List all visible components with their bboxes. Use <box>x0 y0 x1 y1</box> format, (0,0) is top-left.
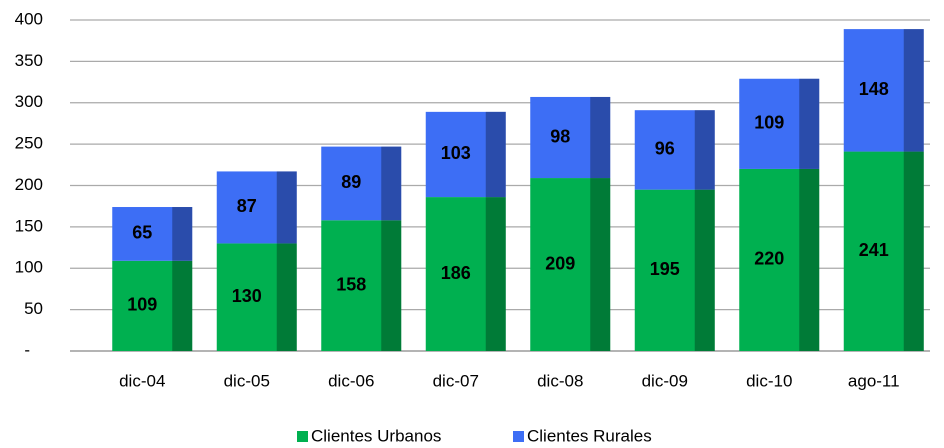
x-tick-label: dic-08 <box>537 371 583 390</box>
bar-side-shade <box>276 243 297 351</box>
bar-side-shade <box>903 151 924 351</box>
bar <box>634 110 715 190</box>
bar-side-shade <box>381 220 402 351</box>
y-tick-label: 350 <box>15 51 43 70</box>
value-label: 103 <box>441 143 471 163</box>
bar <box>425 197 506 351</box>
bar-side-shade <box>799 168 820 351</box>
value-label: 209 <box>545 253 575 273</box>
x-tick-label: dic-06 <box>328 371 374 390</box>
value-label: 109 <box>127 295 157 315</box>
value-label: 65 <box>132 223 152 243</box>
bar <box>530 178 611 351</box>
bar <box>216 243 297 351</box>
value-label: 148 <box>859 79 889 99</box>
bar <box>530 96 611 179</box>
bar-side-shade <box>172 260 193 351</box>
value-label: 186 <box>441 263 471 283</box>
bar <box>843 151 924 351</box>
value-label: 109 <box>754 113 784 133</box>
legend-swatch <box>513 431 524 442</box>
bar-side-shade <box>694 189 715 351</box>
value-label: 96 <box>655 139 675 159</box>
value-label: 130 <box>232 286 262 306</box>
y-tick-label: - <box>24 340 30 359</box>
value-label: 195 <box>650 259 680 279</box>
y-tick-label: 100 <box>15 258 43 277</box>
bar-side-shade <box>694 110 715 190</box>
bar <box>216 171 297 244</box>
bar-side-shade <box>590 96 611 179</box>
bar-side-shade <box>799 78 820 169</box>
bar <box>739 78 820 169</box>
value-label: 98 <box>550 126 570 146</box>
bar-side-shade <box>485 197 506 351</box>
y-tick-label: 300 <box>15 92 43 111</box>
x-tick-label: dic-04 <box>119 371 165 390</box>
value-label: 158 <box>336 274 366 294</box>
bar <box>634 189 715 351</box>
bar-side-shade <box>903 29 924 152</box>
bar <box>739 168 820 351</box>
y-tick-label: 200 <box>15 175 43 194</box>
bar <box>425 111 506 198</box>
bar <box>112 207 193 261</box>
value-label: 220 <box>754 249 784 269</box>
bar <box>321 220 402 351</box>
bar <box>112 260 193 351</box>
y-tick-label: 400 <box>15 9 43 28</box>
x-tick-label: dic-07 <box>433 371 479 390</box>
bar-side-shade <box>276 171 297 244</box>
bar-side-shade <box>590 178 611 351</box>
value-label: 87 <box>237 196 257 216</box>
x-tick-label: dic-09 <box>642 371 688 390</box>
bar-side-shade <box>172 207 193 261</box>
x-tick-label: dic-10 <box>746 371 792 390</box>
bar <box>321 146 402 221</box>
bar-side-shade <box>381 146 402 221</box>
y-tick-label: 150 <box>15 216 43 235</box>
y-tick-label: 50 <box>24 299 43 318</box>
value-label: 89 <box>341 172 361 192</box>
bar <box>843 29 924 152</box>
y-tick-label: 250 <box>15 134 43 153</box>
x-tick-label: ago-11 <box>848 371 900 390</box>
legend-label: Clientes Urbanos <box>311 426 441 445</box>
value-label: 241 <box>859 240 889 260</box>
x-tick-label: dic-05 <box>224 371 270 390</box>
legend-label: Clientes Rurales <box>527 426 652 445</box>
bar-side-shade <box>485 111 506 198</box>
legend-swatch <box>297 431 308 442</box>
